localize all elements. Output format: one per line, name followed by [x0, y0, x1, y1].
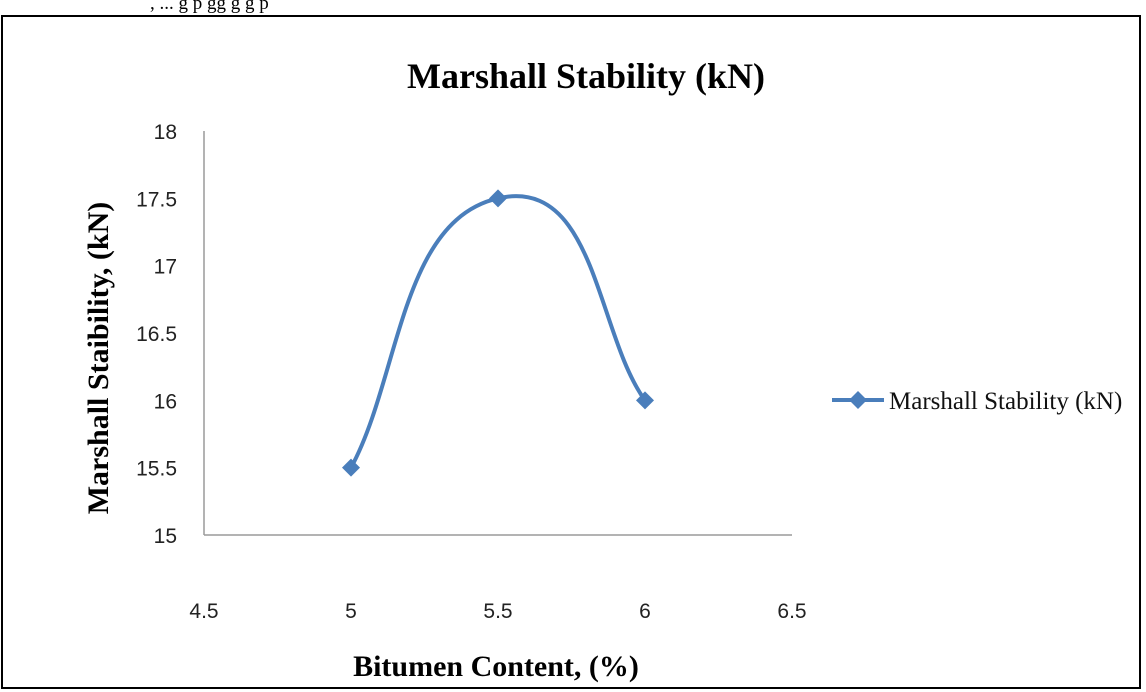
y-tick-label-0: 15 — [154, 525, 177, 548]
series-layer — [342, 189, 654, 477]
data-point-0-2 — [636, 391, 654, 410]
x-axis-title: Bitumen Content, (%) — [353, 650, 639, 683]
figure-frame — [1, 15, 1141, 689]
y-axis-title: Marshall Staibility, (kN) — [82, 202, 115, 515]
legend-label: Marshall Stability (kN) — [889, 388, 1122, 415]
data-point-0-0 — [342, 458, 360, 477]
clipped-text-fragment: , ... g p gg g g p — [150, 0, 269, 14]
axes — [203, 131, 792, 536]
y-tick-label-4: 17 — [154, 256, 177, 279]
y-tick-label-2: 16 — [154, 390, 177, 413]
x-tick-label-3: 6 — [639, 600, 651, 623]
y-tick-labels: 15 15.5 16 16.5 17 17.5 18 — [136, 121, 177, 548]
x-tick-label-4: 6.5 — [777, 600, 806, 623]
legend: Marshall Stability (kN) — [832, 388, 1122, 415]
chart-title: Marshall Stability (kN) — [407, 56, 765, 96]
x-tick-labels: 4.5 5 5.5 6 6.5 — [189, 600, 806, 623]
y-tick-label-6: 18 — [154, 121, 177, 144]
x-tick-label-2: 5.5 — [483, 600, 512, 623]
x-tick-label-0: 4.5 — [189, 600, 218, 623]
x-tick-label-1: 5 — [345, 600, 357, 623]
legend-marker — [849, 391, 867, 409]
y-tick-label-5: 17.5 — [136, 188, 177, 211]
y-tick-label-1: 15.5 — [136, 458, 177, 481]
data-point-0-1 — [489, 189, 507, 208]
y-tick-label-3: 16.5 — [136, 323, 177, 346]
series-line-0 — [349, 194, 647, 470]
